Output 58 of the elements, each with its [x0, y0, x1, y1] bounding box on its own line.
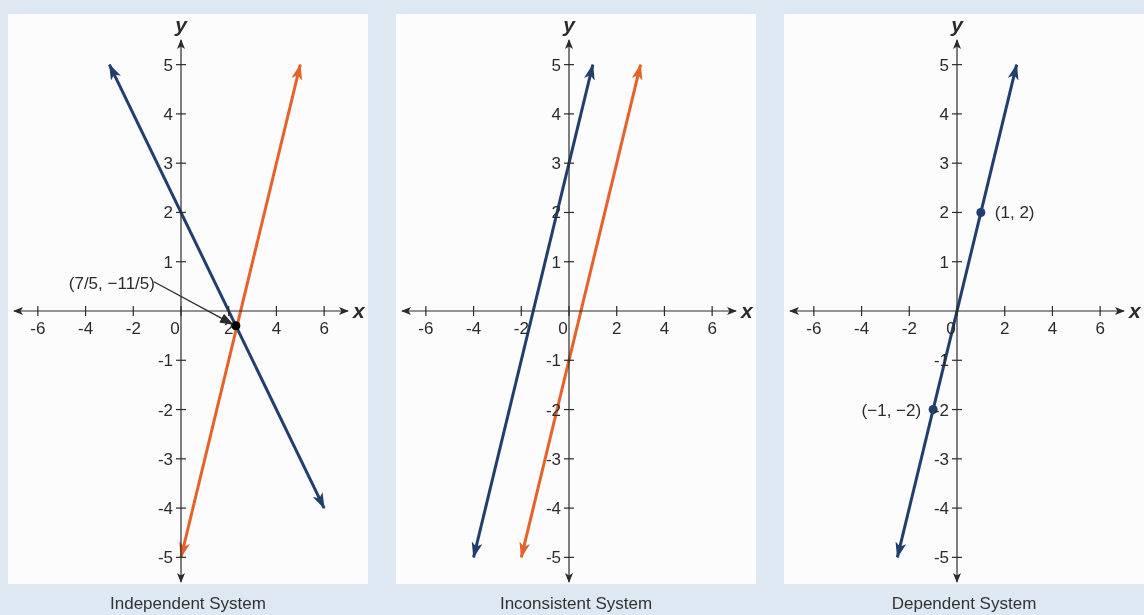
y-tick-label: -3: [933, 449, 949, 469]
y-tick-label: 4: [939, 104, 949, 124]
x-tick-label: -2: [125, 319, 141, 338]
text: Inconsistent System: [498, 593, 654, 615]
x-tick-label: 2: [999, 319, 1010, 338]
y-tick-label: -4: [545, 499, 561, 519]
y-tick-label: -1: [157, 351, 173, 371]
x-tick-label: -4: [78, 319, 94, 338]
y-tick-label: -2: [933, 400, 949, 420]
x-tick-label: -4: [466, 319, 482, 338]
text: Independent System: [109, 593, 267, 615]
y-axis-title: y: [174, 13, 189, 36]
x-tick-label: -6: [30, 319, 46, 338]
x-tick-label: 6: [1095, 319, 1105, 338]
y-tick-label: -4: [933, 499, 949, 519]
y-tick-label: 3: [551, 154, 561, 174]
x-axis-title: x: [740, 299, 754, 322]
y-tick-label: 2: [163, 203, 173, 223]
y-tick-label: 2: [939, 203, 949, 223]
y-tick-label: -5: [157, 548, 173, 568]
text: Dependent System: [890, 593, 1038, 615]
y-tick-label: -3: [157, 449, 173, 469]
y-tick-label: -2: [157, 400, 173, 420]
x-tick-label: 0: [558, 319, 568, 338]
y-tick-label: 4: [163, 104, 173, 124]
y-axis-title: y: [562, 13, 577, 36]
y-tick-label: -5: [933, 548, 949, 568]
y-tick-label: 4: [551, 104, 561, 124]
x-tick-label: -6: [418, 319, 434, 338]
x-tick-label: 4: [659, 319, 670, 338]
y-tick-label: -4: [157, 499, 173, 519]
annotation: (7/5, −11/5): [68, 273, 155, 293]
x-tick-label: -6: [806, 319, 822, 338]
y-tick-label: -3: [545, 449, 561, 469]
y-tick-label: 5: [939, 55, 949, 75]
y-tick-label: 3: [939, 154, 949, 174]
x-tick-label: 2: [611, 319, 622, 338]
x-tick-label: 6: [319, 319, 329, 338]
y-tick-label: 1: [939, 252, 949, 272]
y-tick-label: -5: [545, 548, 561, 568]
x-axis-title: x: [1128, 299, 1142, 322]
y-tick-label: 5: [551, 55, 561, 75]
y-tick-label: 1: [163, 252, 173, 272]
x-tick-label: -2: [513, 319, 529, 338]
x-tick-label: 6: [707, 319, 717, 338]
x-tick-label: -4: [854, 319, 870, 338]
y-axis-title: y: [950, 13, 965, 36]
x-tick-label: 0: [170, 319, 180, 338]
y-tick-label: 1: [551, 252, 561, 272]
annotation: (1, 2): [994, 203, 1035, 223]
y-tick-label: -1: [545, 351, 561, 371]
x-axis-title: x: [352, 299, 366, 322]
x-tick-label: 4: [1047, 319, 1058, 338]
x-tick-label: 4: [271, 319, 282, 338]
x-tick-label: -2: [901, 319, 917, 338]
annotation: (−1, −2): [861, 400, 922, 420]
y-tick-label: 5: [163, 55, 173, 75]
y-tick-label: 3: [163, 154, 173, 174]
